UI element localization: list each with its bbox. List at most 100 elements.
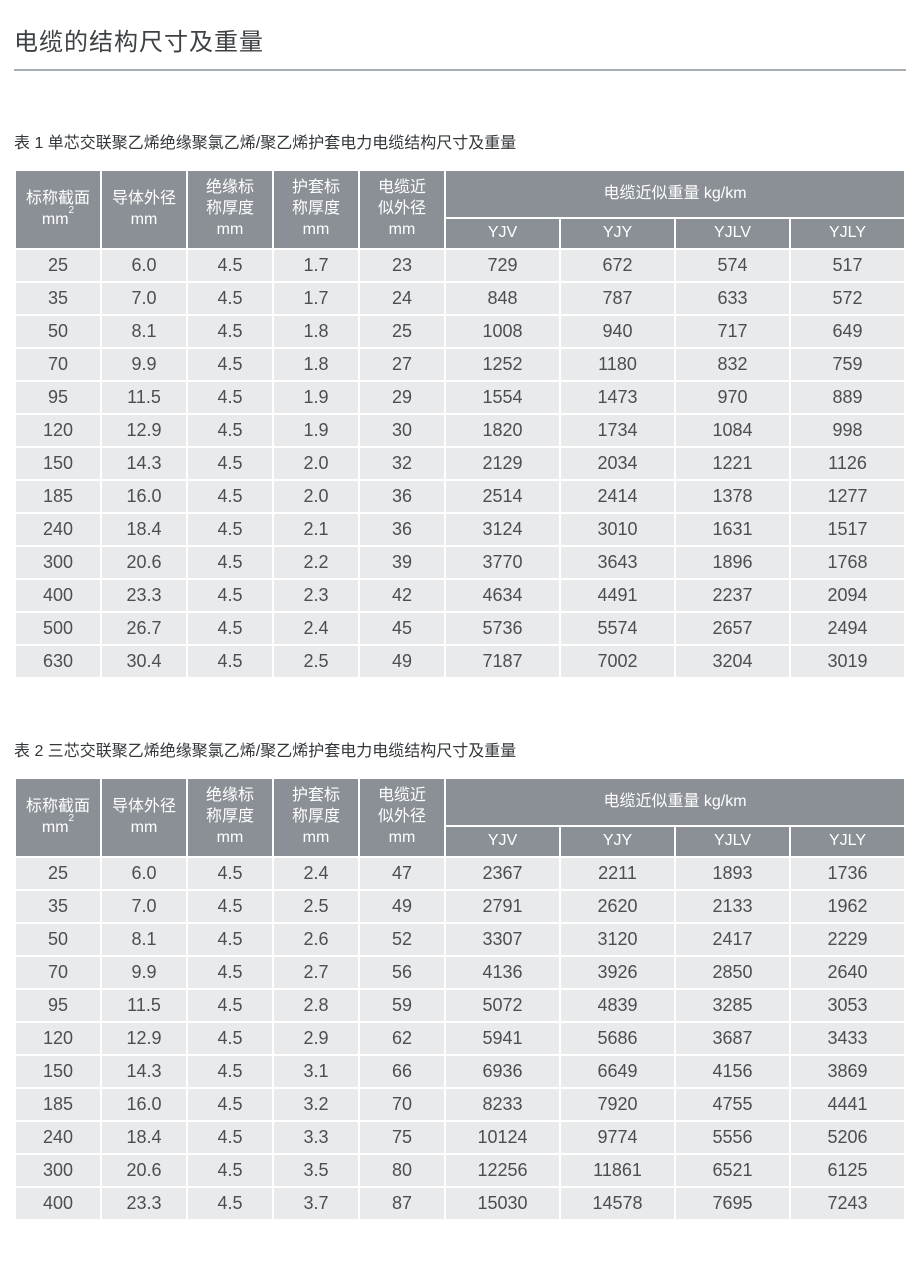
table-cell: 18.4: [100, 512, 188, 547]
table-row: 120 12.9 4.5 2.9 62 5941 5686 3687 3433: [14, 1021, 906, 1056]
col-header-yjv: YJV: [444, 825, 561, 858]
table-cell: 4.5: [186, 347, 274, 382]
table-cell: 300: [14, 1153, 102, 1188]
table-cell: 35: [14, 889, 102, 924]
table-cell: 2791: [444, 889, 561, 924]
table-cell: 4156: [674, 1054, 791, 1089]
table-cell: 2494: [789, 611, 906, 646]
table-cell: 32: [358, 446, 446, 481]
col-header-sup: 2: [68, 812, 75, 824]
table-cell: 6125: [789, 1153, 906, 1188]
table-cell: 4.5: [186, 413, 274, 448]
col-header-unit: mm: [41, 210, 69, 228]
table-cell: 11.5: [100, 988, 188, 1023]
table-cell: 1084: [674, 413, 791, 448]
table-cell: 2640: [789, 955, 906, 990]
table-cell: 574: [674, 248, 791, 283]
table-cell: 1221: [674, 446, 791, 481]
table-cell: 4.5: [186, 446, 274, 481]
table2-three-core-spec-table: 标称截面 mm2 导体外径 mm 绝缘标 称厚度 mm 护套标 称厚度 mm: [14, 777, 906, 1221]
col-header-text: 称厚度: [205, 808, 254, 826]
table-cell: 1768: [789, 545, 906, 580]
col-header-unit: mm: [216, 828, 244, 846]
table-cell: 4.5: [186, 922, 274, 957]
table-cell: 1962: [789, 889, 906, 924]
table-cell: 185: [14, 479, 102, 514]
table-cell: 2367: [444, 856, 561, 891]
table2-header: 标称截面 mm2 导体外径 mm 绝缘标 称厚度 mm 护套标 称厚度 mm: [14, 777, 906, 858]
table-cell: 3010: [559, 512, 676, 547]
table-cell: 6936: [444, 1054, 561, 1089]
table-cell: 42: [358, 578, 446, 613]
table-cell: 3926: [559, 955, 676, 990]
table-cell: 4.5: [186, 578, 274, 613]
table-cell: 80: [358, 1153, 446, 1188]
table-cell: 27: [358, 347, 446, 382]
table-cell: 3687: [674, 1021, 791, 1056]
table1-caption: 表 1 单芯交联聚乙烯绝缘聚氯乙烯/聚乙烯护套电力电缆结构尺寸及重量: [14, 135, 517, 152]
table-row: 70 9.9 4.5 2.7 56 4136 3926 2850 2640: [14, 955, 906, 990]
table-cell: 4.5: [186, 1120, 274, 1155]
table-cell: 3.5: [272, 1153, 360, 1188]
table-cell: 1734: [559, 413, 676, 448]
table-cell: 3019: [789, 644, 906, 679]
table-cell: 26.7: [100, 611, 188, 646]
table-cell: 759: [789, 347, 906, 382]
table-cell: 20.6: [100, 545, 188, 580]
table-cell: 1736: [789, 856, 906, 891]
table-cell: 2514: [444, 479, 561, 514]
table-cell: 3120: [559, 922, 676, 957]
table-cell: 517: [789, 248, 906, 283]
table-cell: 4136: [444, 955, 561, 990]
table-cell: 39: [358, 545, 446, 580]
table-cell: 16.0: [100, 1087, 188, 1122]
table-cell: 5941: [444, 1021, 561, 1056]
table-cell: 16.0: [100, 479, 188, 514]
table-cell: 3643: [559, 545, 676, 580]
table-cell: 18.4: [100, 1120, 188, 1155]
col-header-unit: mm: [302, 220, 330, 238]
table-row: 240 18.4 4.5 2.1 36 3124 3010 1631 1517: [14, 512, 906, 547]
table-cell: 7187: [444, 644, 561, 679]
table-cell: 630: [14, 644, 102, 679]
table-cell: 4.5: [186, 644, 274, 679]
col-header-unit: mm: [130, 818, 158, 836]
table-cell: 12.9: [100, 413, 188, 448]
table-cell: 7695: [674, 1186, 791, 1221]
table-cell: 25: [14, 248, 102, 283]
table-row: 240 18.4 4.5 3.3 75 10124 9774 5556 5206: [14, 1120, 906, 1155]
table-cell: 1008: [444, 314, 561, 349]
table-cell: 3.2: [272, 1087, 360, 1122]
table-cell: 2414: [559, 479, 676, 514]
col-header-sheath-thickness: 护套标 称厚度 mm: [272, 169, 360, 250]
table-cell: 2.3: [272, 578, 360, 613]
col-header-approx-od: 电缆近 似外径 mm: [358, 777, 446, 858]
table-cell: 9.9: [100, 347, 188, 382]
table-cell: 2034: [559, 446, 676, 481]
table-cell: 2237: [674, 578, 791, 613]
table-cell: 25: [14, 856, 102, 891]
table1-body: 25 6.0 4.5 1.7 23 729 672 574 517 35 7.0 4.5 1.7 24 84…: [14, 248, 906, 679]
table2-body: 25 6.0 4.5 2.4 47 2367 2211 1893 1736 35 7.0 4.5 2.5…: [14, 856, 906, 1221]
table-cell: 1.7: [272, 248, 360, 283]
table-cell: 1126: [789, 446, 906, 481]
col-header-nominal-section: 标称截面 mm2: [14, 169, 102, 250]
table-cell: 29: [358, 380, 446, 415]
table-row: 630 30.4 4.5 2.5 49 7187 7002 3204 3019: [14, 644, 906, 679]
col-header-unit: mm: [130, 210, 158, 228]
col-header-text: 导体外径: [111, 797, 176, 815]
table-cell: 15030: [444, 1186, 561, 1221]
table-cell: 56: [358, 955, 446, 990]
table-cell: 2129: [444, 446, 561, 481]
table-cell: 7.0: [100, 889, 188, 924]
table-cell: 998: [789, 413, 906, 448]
table-cell: 1180: [559, 347, 676, 382]
table-row: 35 7.0 4.5 2.5 49 2791 2620 2133 1962: [14, 889, 906, 924]
table-cell: 150: [14, 446, 102, 481]
col-header-yjy: YJY: [559, 217, 676, 250]
table-row: 400 23.3 4.5 3.7 87 15030 14578 7695 7243: [14, 1186, 906, 1221]
table-cell: 52: [358, 922, 446, 957]
table-cell: 1631: [674, 512, 791, 547]
table-cell: 49: [358, 889, 446, 924]
table-row: 25 6.0 4.5 2.4 47 2367 2211 1893 1736: [14, 856, 906, 891]
